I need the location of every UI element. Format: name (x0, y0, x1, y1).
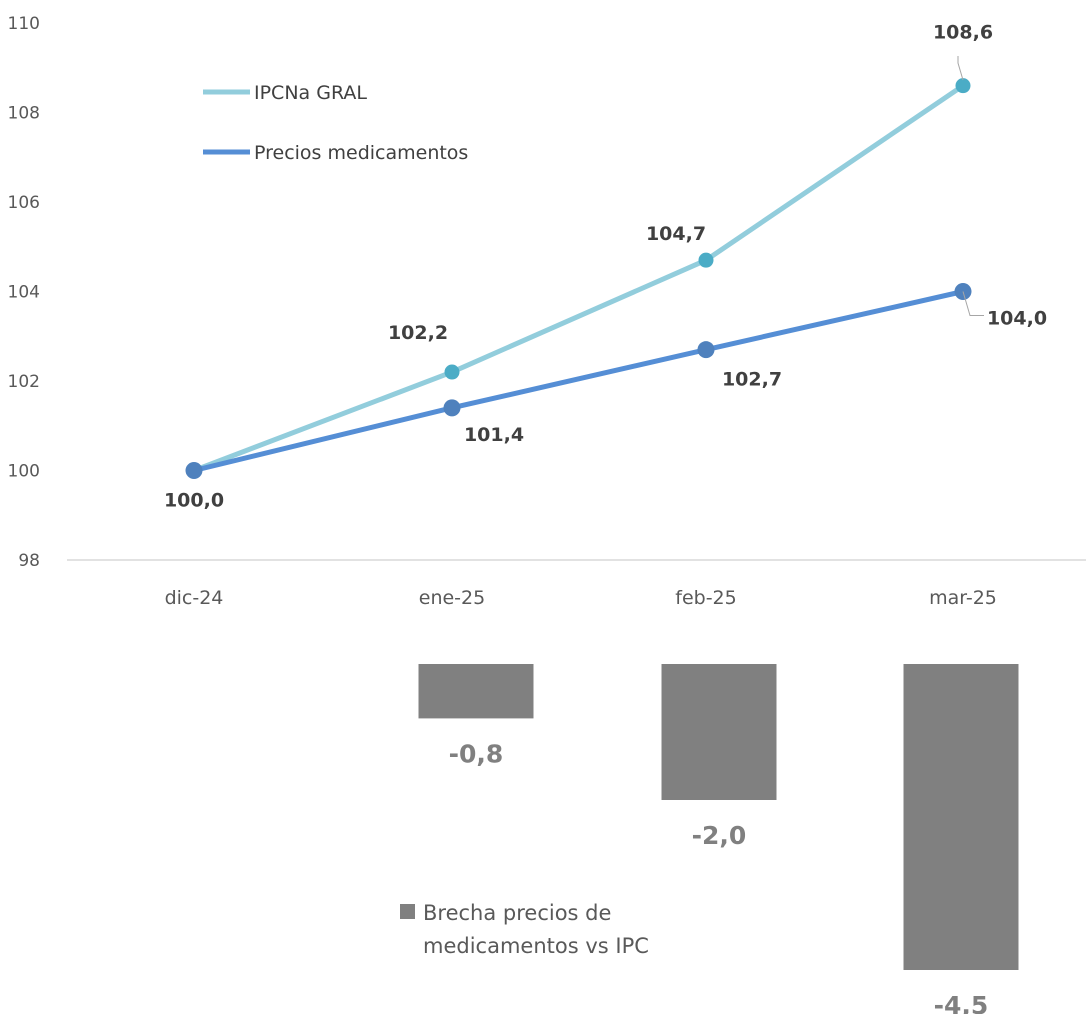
y-tick-label: 104 (8, 283, 40, 303)
bar-value-label: -4,5 (934, 991, 989, 1014)
bar (418, 664, 534, 719)
series-line-1 (193, 83, 965, 473)
x-tick-label: feb-25 (675, 587, 736, 609)
line-chart: 98 100 102 104 106 108 110 dic-24 ene-25 feb-25 ma… (8, 14, 1086, 609)
data-point (185, 462, 203, 479)
bar-legend-label: medicamentos vs IPC (423, 934, 649, 958)
data-label: 108,6 (933, 22, 993, 44)
bar-value-label: -2,0 (692, 821, 747, 850)
y-tick-label: 110 (8, 14, 40, 34)
bar (903, 664, 1019, 970)
legend-label: Precios medicamentos (254, 142, 468, 164)
y-tick-label: 98 (18, 551, 40, 571)
bar-legend-swatch (400, 904, 415, 919)
data-point (955, 78, 971, 94)
data-label: 102,2 (388, 322, 448, 344)
series-line-2 (193, 289, 964, 473)
data-label: 101,4 (464, 424, 524, 446)
y-tick-label: 106 (8, 193, 40, 213)
bar (661, 664, 777, 800)
bar-value-label: -0,8 (449, 739, 504, 768)
data-label: 104,0 (987, 308, 1047, 330)
x-tick-label: ene-25 (419, 587, 485, 609)
y-tick-label: 100 (8, 462, 40, 482)
bar-chart: -0,8 -2,0 -4,5 Brecha precios de medicamento… (400, 664, 1019, 1014)
data-label: 100,0 (164, 490, 224, 512)
data-label: 102,7 (722, 369, 782, 391)
legend-label: IPCNa GRAL (254, 82, 367, 104)
data-point (698, 252, 714, 268)
leader-line (957, 56, 964, 81)
y-tick-label: 102 (8, 372, 40, 392)
bar-legend-label: Brecha precios de (423, 901, 611, 925)
data-point (443, 399, 461, 417)
x-tick-label: mar-25 (929, 587, 997, 609)
data-point (444, 364, 460, 380)
data-label: 104,7 (646, 223, 706, 245)
x-tick-label: dic-24 (165, 587, 224, 609)
leader-line (962, 291, 984, 316)
y-tick-label: 108 (8, 104, 40, 124)
data-point (697, 341, 715, 359)
